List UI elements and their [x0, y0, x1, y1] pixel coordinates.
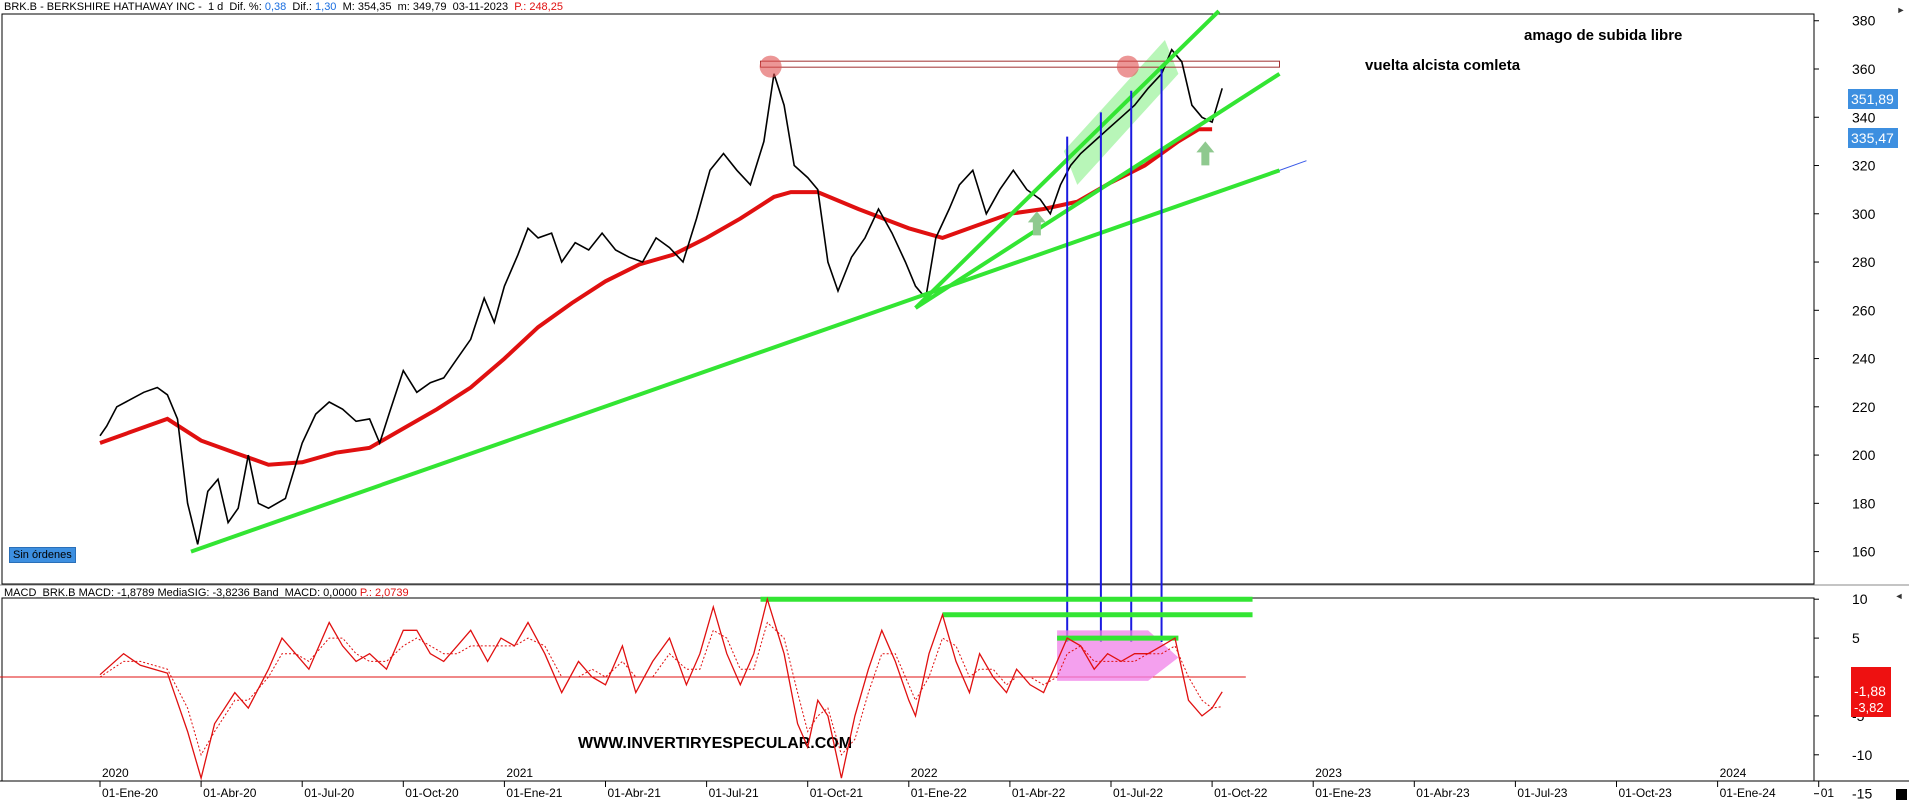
date-value: 03-11-2023	[452, 1, 509, 13]
x-tick-label: 01-Ene-23	[1315, 786, 1371, 800]
price-panel-frame	[1, 13, 1815, 585]
price-tick-label: 160	[1852, 544, 1876, 560]
macd-tick-label: 10	[1852, 591, 1868, 607]
x-tick-label: 01-Jul-20	[304, 786, 354, 800]
svg-text:-1,88: -1,88	[1854, 683, 1886, 699]
macd-panel-frame	[1, 597, 1815, 782]
scroll-right-icon[interactable]: ►	[1896, 5, 1906, 15]
price-tick-label: 240	[1852, 351, 1876, 367]
trendline	[190, 168, 1281, 554]
year-label: 2023	[1315, 766, 1342, 780]
price-header: BRK.B - BERKSHIRE HATHAWAY INC - 1 d Dif…	[4, 1, 563, 13]
macd-value: MACD: -1,8789	[78, 587, 155, 599]
svg-text:-3,82: -3,82	[1854, 700, 1884, 715]
dif-label: Dif.:	[292, 1, 312, 13]
resistance-line	[760, 60, 1280, 68]
price-tick-label: 280	[1852, 254, 1876, 270]
corner-square-icon[interactable]	[1896, 789, 1907, 800]
band-value: Band_MACD: 0,0000	[252, 587, 357, 599]
dif-value: 1,30	[315, 1, 337, 13]
x-tick-label: 01-Oct-20	[405, 786, 459, 800]
macd-header: MACD_BRK.B MACD: -1,8789 MediaSIG: -3,82…	[4, 587, 409, 599]
annotation-amago: amago de subida libre	[1524, 27, 1682, 44]
dif-pct-value: 0,38	[264, 1, 287, 13]
min-value: m: 349,79	[397, 1, 447, 13]
x-tick-label: 01-Abr-21	[608, 786, 662, 800]
last-price-label: 351,89	[1848, 89, 1898, 109]
x-tick-label: 01-Jul-22	[1113, 786, 1163, 800]
price-tick-label: 320	[1852, 158, 1876, 174]
period: 1 d	[207, 1, 224, 13]
x-tick-label: 01-Oct-22	[1214, 786, 1268, 800]
macd-title: MACD_BRK.B	[4, 587, 76, 599]
price-tick-label: 300	[1852, 206, 1876, 222]
price-tick-label: 340	[1852, 109, 1876, 125]
x-tick-label: 01-Ene-22	[911, 786, 967, 800]
macd-tick-label: -10	[1852, 747, 1872, 763]
x-tick-label: 01	[1821, 786, 1835, 800]
price-tick-label: 360	[1852, 61, 1876, 77]
macd-value-label: -1,88 -3,82	[1851, 667, 1891, 717]
annotation-vuelta: vuelta alcista comleta	[1365, 57, 1521, 74]
max-value: M: 354,35	[342, 1, 392, 13]
macd-tick-label: -15	[1852, 786, 1872, 802]
x-tick-label: 01-Jul-21	[709, 786, 759, 800]
macd-signal-line	[99, 621, 1223, 757]
support-arrow-icon	[1027, 211, 1046, 236]
x-tick-label: 01-Jul-23	[1517, 786, 1567, 800]
price-line	[99, 48, 1223, 545]
support-arrow-icon	[1196, 141, 1215, 166]
price-tick-label: 180	[1852, 495, 1876, 511]
symbol-title: BRK.B - BERKSHIRE HATHAWAY INC -	[4, 1, 202, 13]
price-tick-label: 380	[1852, 13, 1876, 29]
trendline	[914, 72, 1281, 310]
signal-value: MediaSIG: -3,8236	[157, 587, 250, 599]
price-tick-label: 220	[1852, 399, 1876, 415]
macd-p-value: P.: 2,0739	[359, 587, 409, 599]
year-label: 2020	[102, 766, 129, 780]
dif-pct-label: Dif. %:	[229, 1, 262, 13]
price-tick-label: 200	[1852, 447, 1876, 463]
website-watermark: WWW.INVERTIRYESPECULAR.COM	[578, 735, 852, 752]
year-label: 2024	[1720, 766, 1747, 780]
ma-price-label: 335,47	[1848, 128, 1898, 148]
year-label: 2022	[911, 766, 938, 780]
x-tick-label: 01-Ene-24	[1720, 786, 1776, 800]
macd-tick-label: 5	[1852, 630, 1860, 646]
x-tick-label: 01-Abr-20	[203, 786, 257, 800]
x-tick-label: 01-Ene-20	[102, 786, 158, 800]
price-tick-label: 260	[1852, 302, 1876, 318]
status-badge[interactable]: Sin órdenes	[9, 547, 76, 563]
macd-highlight-arrow	[1057, 630, 1179, 681]
top-marker-circle	[759, 55, 782, 78]
svg-text:335,47: 335,47	[1851, 130, 1894, 146]
x-tick-label: 01-Ene-21	[506, 786, 562, 800]
svg-text:351,89: 351,89	[1851, 91, 1894, 107]
macd-line	[99, 596, 1223, 781]
x-tick-label: 01-Abr-23	[1416, 786, 1470, 800]
trendline-extension	[1279, 160, 1307, 171]
moving-average-line	[99, 127, 1213, 467]
p-value: P.: 248,25	[514, 1, 563, 13]
year-label: 2021	[506, 766, 533, 780]
scroll-left-icon[interactable]: ◄	[1894, 591, 1904, 601]
x-tick-label: 01-Oct-21	[810, 786, 864, 800]
x-tick-label: 01-Abr-22	[1012, 786, 1066, 800]
x-tick-label: 01-Oct-23	[1619, 786, 1673, 800]
top-marker-circle	[1116, 55, 1139, 78]
